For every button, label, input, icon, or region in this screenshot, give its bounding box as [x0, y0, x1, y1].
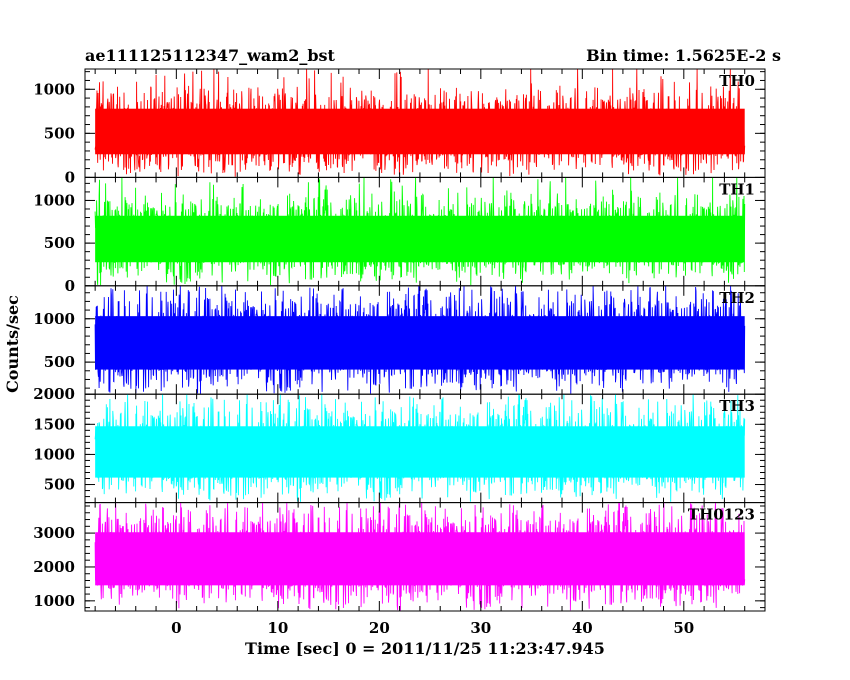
y-tick-label-th0123: 3000	[33, 524, 75, 542]
panel-label-th1: TH1	[719, 180, 755, 198]
y-tick-label-th2: 1000	[33, 310, 75, 328]
observation-id-title: ae111125112347_wam2_bst	[85, 46, 336, 65]
y-tick-label-th0: 500	[44, 124, 75, 142]
panel-label-th0: TH0	[719, 72, 755, 90]
series-core-band-th0	[95, 108, 745, 155]
y-tick-label-th3: 2000	[33, 385, 75, 403]
y-tick-label-th0: 0	[65, 168, 75, 186]
x-tick-label: 0	[171, 619, 181, 637]
y-tick-label-th0: 1000	[33, 80, 75, 98]
panels-group: TH005001000TH105001000TH25001000TH350010…	[33, 68, 766, 637]
x-tick-label: 40	[572, 619, 593, 637]
y-tick-label-th2: 500	[44, 353, 75, 371]
y-tick-label-th1: 0	[65, 277, 75, 295]
y-axis-label: Counts/sec	[3, 295, 22, 393]
x-tick-label: 20	[369, 619, 390, 637]
series-core-band-th0123	[95, 532, 745, 586]
x-tick-label: 30	[470, 619, 491, 637]
y-tick-label-th0123: 1000	[33, 592, 75, 610]
x-tick-label: 50	[673, 619, 694, 637]
y-tick-label-th3: 1000	[33, 445, 75, 463]
y-tick-label-th3: 500	[44, 476, 75, 494]
panel-label-th2: TH2	[719, 289, 755, 307]
x-axis-label: Time [sec] 0 = 2011/11/25 11:23:47.945	[245, 639, 605, 658]
y-tick-label-th0123: 2000	[33, 558, 75, 576]
panel-label-th0123: TH0123	[688, 506, 755, 524]
y-tick-label-th3: 1500	[33, 415, 75, 433]
panel-label-th3: TH3	[719, 397, 755, 415]
x-tick-label: 10	[267, 619, 288, 637]
series-core-band-th2	[95, 316, 745, 370]
bin-time-title: Bin time: 1.5625E-2 s	[586, 46, 781, 65]
series-core-band-th3	[95, 426, 745, 478]
panel-frame-th0123	[84, 502, 766, 612]
y-tick-label-th1: 500	[44, 234, 75, 252]
series-core-band-th1	[95, 215, 745, 263]
y-tick-label-th1: 1000	[33, 191, 75, 209]
